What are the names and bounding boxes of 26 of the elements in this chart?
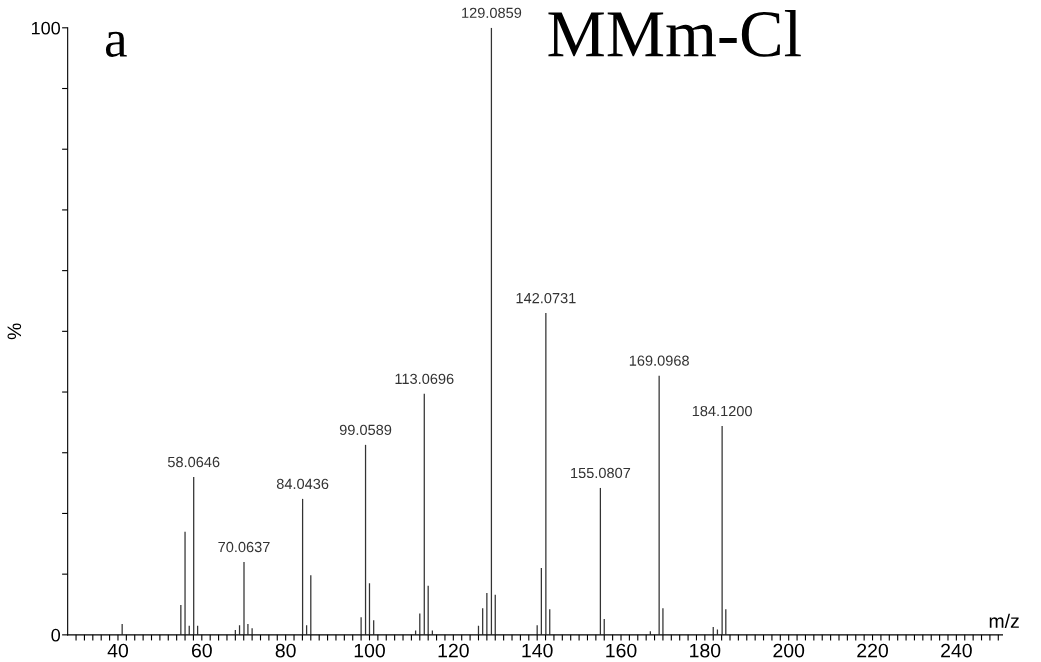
annotation: 58.0646 (167, 456, 220, 468)
annotation: 155.0807 (571, 467, 631, 479)
annotation: 184.1200 (692, 405, 752, 417)
annotation: 129.0859 (462, 7, 522, 18)
x-tick-label: 140 (522, 643, 553, 658)
annotation: 70.0637 (218, 541, 270, 553)
x-tick-label: 80 (275, 643, 296, 658)
x-axis-title: m/z (989, 613, 1019, 628)
annotation: 169.0968 (629, 355, 689, 366)
annotation: a (105, 31, 127, 57)
x-tick-label: 40 (107, 643, 129, 658)
x-tick-label: 200 (773, 643, 805, 658)
x-tick-label: 180 (690, 643, 721, 658)
annotation: 84.0436 (276, 478, 329, 490)
x-tick-label: 220 (857, 643, 888, 658)
x-tick-label: 240 (941, 643, 972, 658)
x-tick-label: 100 (354, 643, 385, 658)
x-tick-label: 60 (191, 643, 212, 658)
chart-title: MMm-Cl (548, 9, 801, 57)
annotation: 142.0731 (516, 292, 576, 304)
y-axis-title: % (7, 323, 22, 340)
y-tick-label: 0 (51, 628, 61, 642)
x-tick-label: 160 (606, 643, 637, 658)
x-tick-label: 120 (438, 643, 469, 658)
annotation: 99.0589 (339, 424, 392, 436)
annotation: 113.0696 (395, 373, 454, 385)
